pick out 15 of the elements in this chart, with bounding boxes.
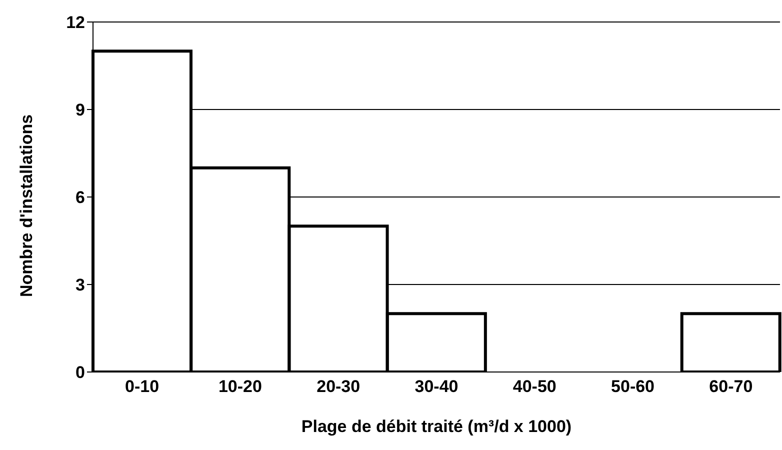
- x-tick-label: 50-60: [611, 377, 655, 396]
- x-tick-label: 30-40: [414, 377, 458, 396]
- y-tick-label: 0: [76, 363, 85, 382]
- y-tick-label: 6: [76, 188, 85, 208]
- x-tick-label: 20-30: [316, 377, 360, 396]
- x-tick-label: 60-70: [709, 377, 753, 396]
- x-axis-title: Plage de débit traité (m³/d x 1000): [301, 417, 572, 436]
- x-tick-label: 40-50: [512, 377, 556, 396]
- x-tick-label: 10-20: [218, 377, 262, 396]
- x-tick-label: 0-10: [125, 377, 160, 396]
- y-tick-label: 9: [76, 100, 85, 120]
- y-axis-title: Nombre d'installations: [17, 114, 36, 297]
- y-tick-label: 12: [66, 13, 85, 32]
- y-tick-label: 3: [76, 276, 85, 295]
- bar: [680, 312, 782, 372]
